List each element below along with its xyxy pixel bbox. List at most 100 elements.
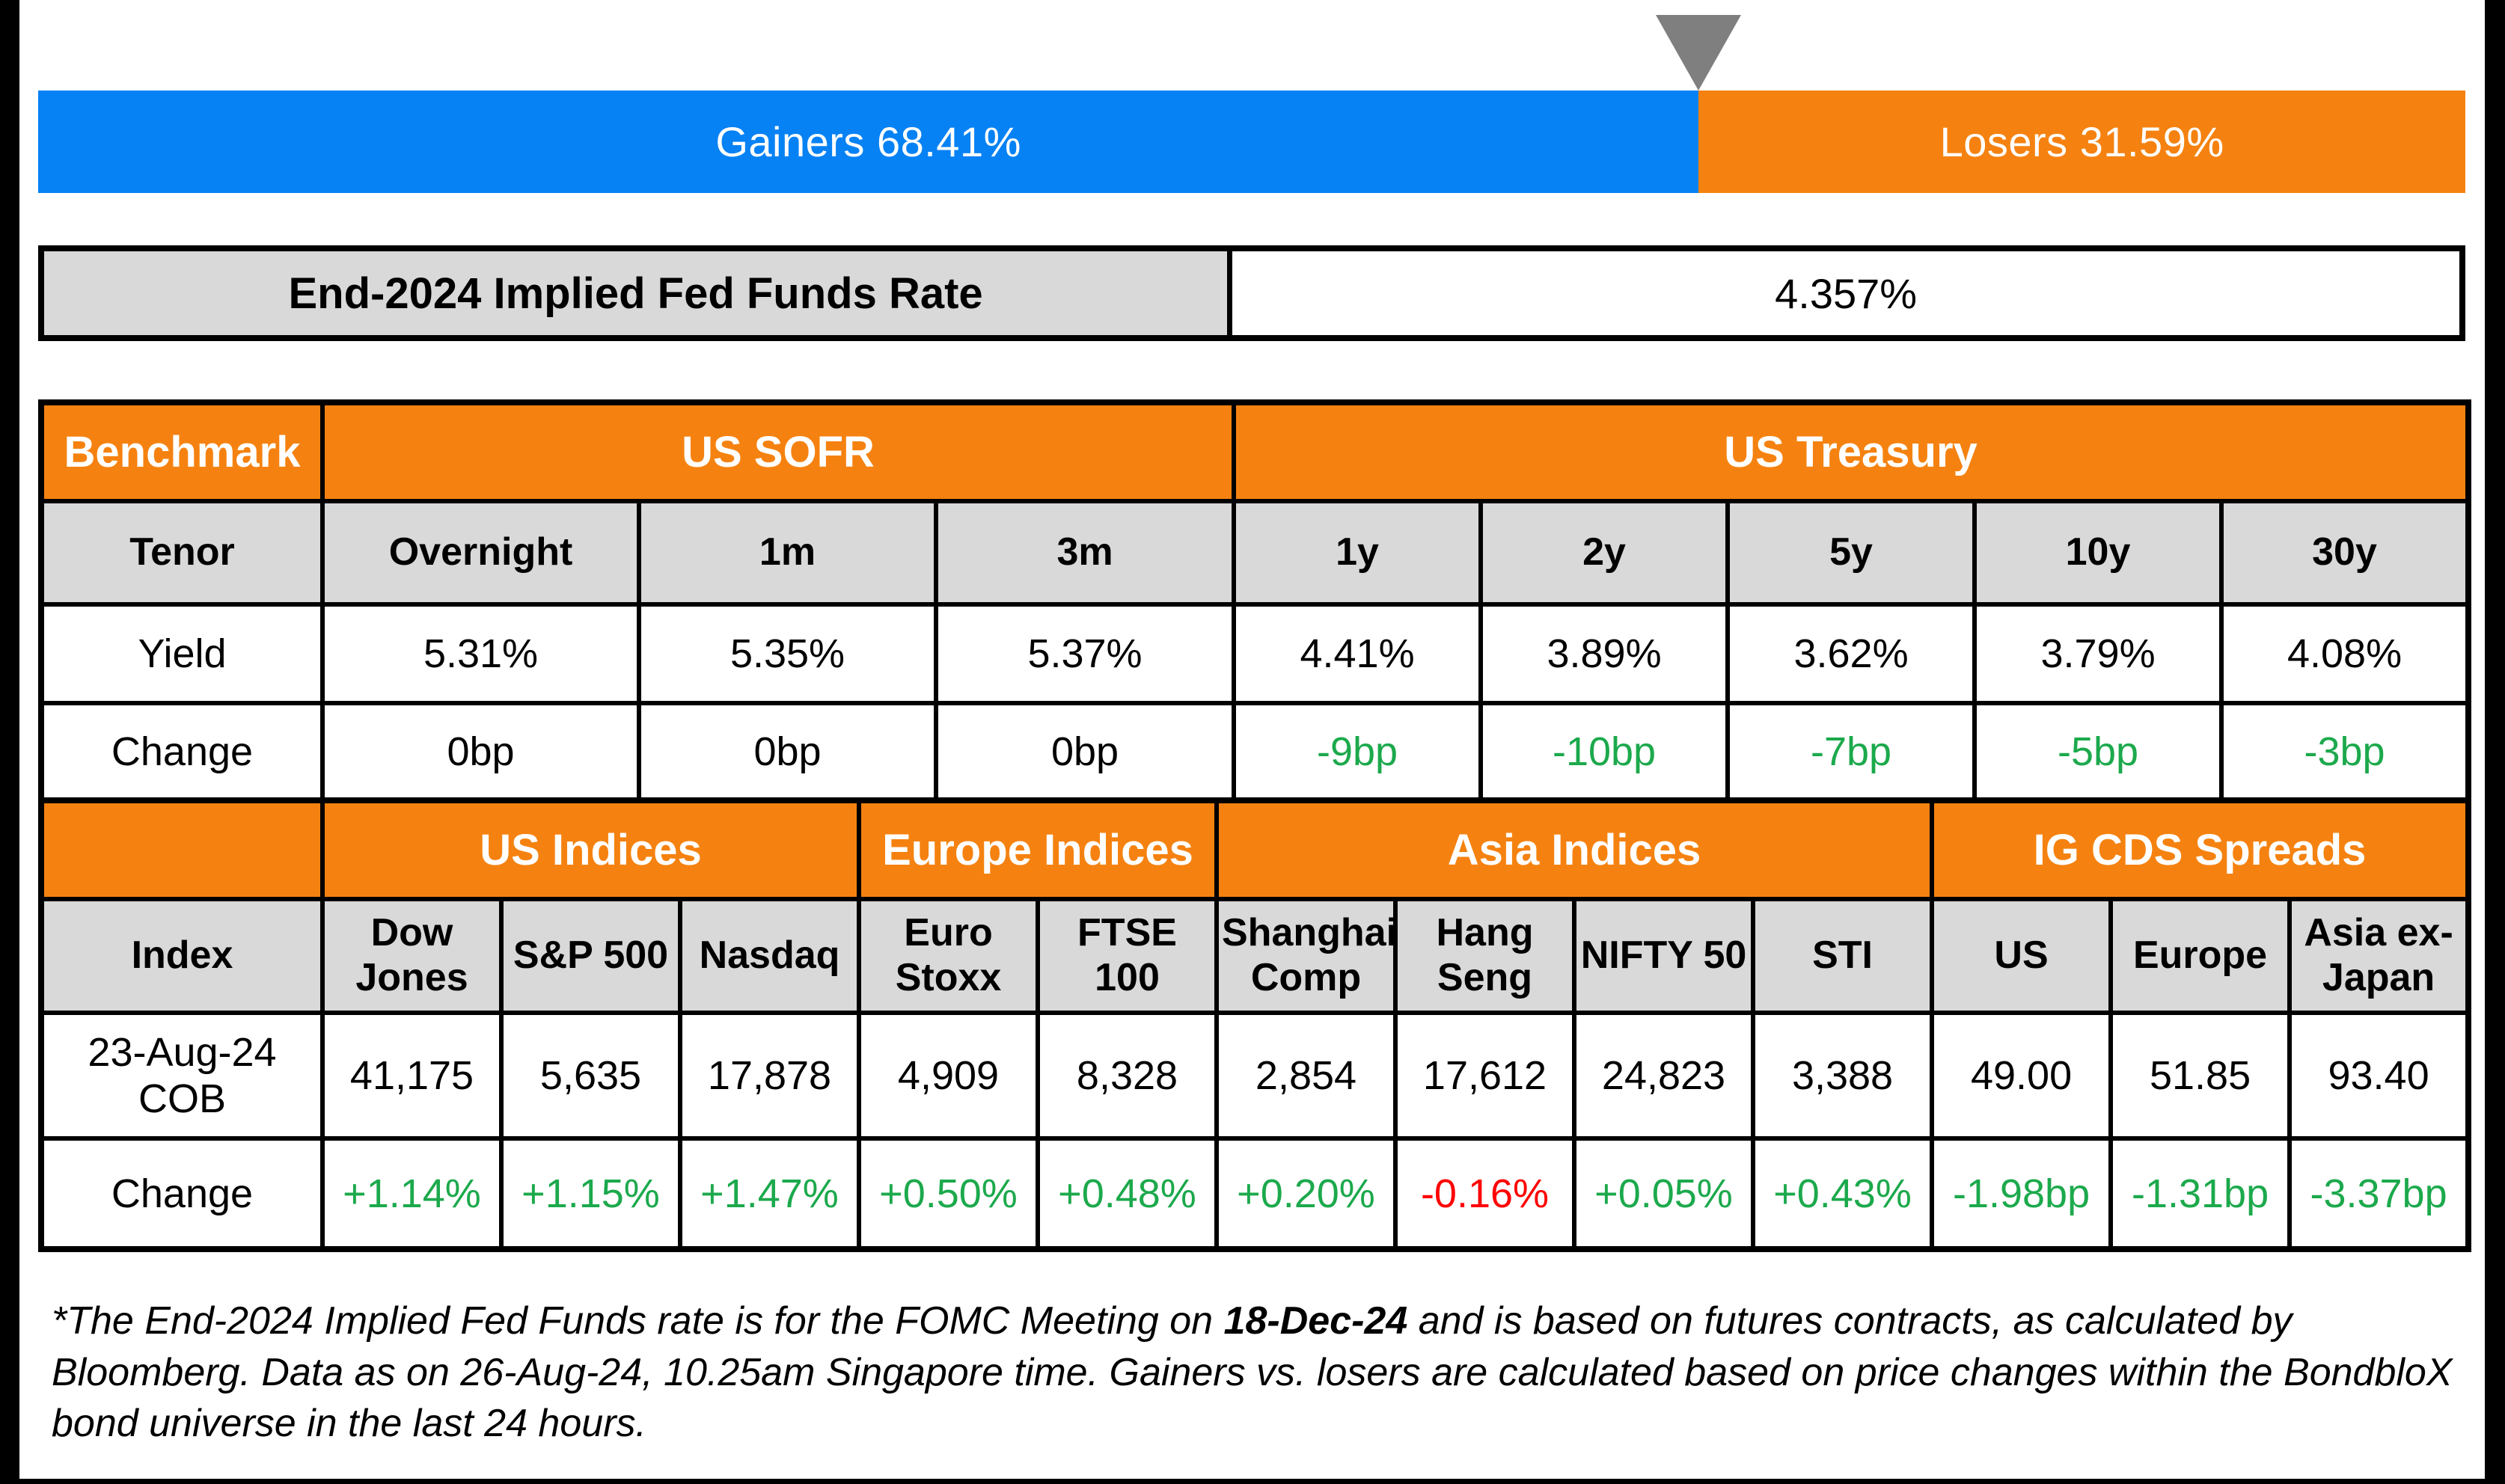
change-row-label: Change xyxy=(39,1136,325,1251)
content-area: Gainers 68.41% Losers 31.59% End-2024 Im… xyxy=(19,0,2485,1479)
benchmark-group-header-row: Benchmark US SOFR US Treasury xyxy=(39,400,2471,503)
value-cell: 5,635 xyxy=(499,1011,682,1141)
change-cell: 0bp xyxy=(933,701,1237,803)
tenor-cell: 2y xyxy=(1478,499,1731,607)
value-cell: 3,388 xyxy=(1750,1011,1935,1141)
tenor-header-row: Tenor Overnight 1m 3m 1y 2y 5y 10y 30y xyxy=(39,499,2471,607)
change-cell: -9bp xyxy=(1232,701,1484,803)
index-header-cell: Shanghai Comp xyxy=(1214,897,1398,1015)
change-row-label: Change xyxy=(39,701,325,803)
index-header-cell: STI xyxy=(1750,897,1935,1015)
index-header-cell: US xyxy=(1930,897,2114,1015)
index-header-cell: Euro Stoxx xyxy=(857,897,1040,1015)
gainers-segment: Gainers 68.41% xyxy=(38,91,1699,193)
change-cell: +1.47% xyxy=(678,1136,861,1251)
europe-indices-group-header: Europe Indices xyxy=(857,798,1219,901)
cob-values-row: 23-Aug-24 COB 41,175 5,635 17,878 4,909 … xyxy=(39,1011,2471,1141)
asia-indices-group-header: Asia Indices xyxy=(1214,798,1935,901)
yield-cell: 4.08% xyxy=(2219,602,2471,705)
value-cell: 8,328 xyxy=(1036,1011,1219,1141)
value-cell: 2,854 xyxy=(1214,1011,1398,1141)
benchmark-table: Benchmark US SOFR US Treasury Tenor Over… xyxy=(38,399,2472,803)
change-cell: +0.48% xyxy=(1036,1136,1219,1251)
change-cell: +0.43% xyxy=(1750,1136,1935,1251)
gainers-losers-bar: Gainers 68.41% Losers 31.59% xyxy=(38,91,2465,193)
value-cell: 24,823 xyxy=(1572,1011,1755,1141)
change-cell: +0.50% xyxy=(857,1136,1040,1251)
change-cell: -3.37bp xyxy=(2287,1136,2471,1251)
index-header-cell: Asia ex-Japan xyxy=(2287,897,2471,1015)
losers-label: Losers 31.59% xyxy=(1939,118,2224,165)
index-header-cell: Dow Jones xyxy=(320,897,504,1015)
index-header-cell: S&P 500 xyxy=(499,897,682,1015)
change-cell: 0bp xyxy=(320,701,641,803)
tenor-cell: Overnight xyxy=(320,499,641,607)
value-cell: 49.00 xyxy=(1930,1011,2114,1141)
yield-cell: 3.89% xyxy=(1478,602,1731,705)
tenor-row-label: Tenor xyxy=(39,499,325,607)
footnote-text-2: and is based on futures contracts, as ca… xyxy=(52,1299,2453,1446)
footnote-text-1: *The End-2024 Implied Fed Funds rate is … xyxy=(52,1299,1224,1343)
footnote-bold-date: 18-Dec-24 xyxy=(1223,1299,1408,1343)
index-header-cell: FTSE 100 xyxy=(1036,897,1219,1015)
cob-row-label: 23-Aug-24 COB xyxy=(39,1011,325,1141)
change-cell: +0.05% xyxy=(1572,1136,1755,1251)
gainers-label: Gainers 68.41% xyxy=(715,118,1021,165)
change-cell: -7bp xyxy=(1725,701,1978,803)
us-sofr-group-header: US SOFR xyxy=(319,400,1237,503)
change-cell: 0bp xyxy=(637,701,938,803)
us-indices-group-header: US Indices xyxy=(320,798,861,901)
yield-row: Yield 5.31% 5.35% 5.37% 4.41% 3.89% 3.62… xyxy=(39,602,2471,705)
change-cell: +0.20% xyxy=(1214,1136,1398,1251)
index-header-cell: Nasdaq xyxy=(678,897,861,1015)
footnote: *The End-2024 Implied Fed Funds rate is … xyxy=(52,1296,2458,1450)
fed-funds-label: End-2024 Implied Fed Funds Rate xyxy=(44,251,1233,335)
tenor-cell: 3m xyxy=(933,499,1237,607)
change-cell: -3bp xyxy=(2219,701,2471,803)
change-cell: +1.14% xyxy=(320,1136,504,1251)
value-cell: 93.40 xyxy=(2287,1011,2471,1141)
index-header-row: Index Dow Jones S&P 500 Nasdaq Euro Stox… xyxy=(39,897,2471,1015)
yield-cell: 3.79% xyxy=(1972,602,2224,705)
indices-table: US Indices Europe Indices Asia Indices I… xyxy=(38,797,2472,1252)
index-row-label: Index xyxy=(39,897,325,1015)
tenor-cell: 30y xyxy=(2219,499,2471,607)
value-cell: 4,909 xyxy=(857,1011,1040,1141)
down-triangle-icon xyxy=(1656,15,1742,91)
index-header-cell: Hang Seng xyxy=(1393,897,1576,1015)
tenor-cell: 1m xyxy=(637,499,938,607)
change-cell: -5bp xyxy=(1972,701,2224,803)
value-cell: 17,612 xyxy=(1393,1011,1576,1141)
gainers-losers-chart: Gainers 68.41% Losers 31.59% xyxy=(38,0,2465,193)
change-cell: -1.98bp xyxy=(1930,1136,2114,1251)
yield-row-label: Yield xyxy=(39,602,325,705)
benchmark-change-row: Change 0bp 0bp 0bp -9bp -10bp -7bp -5bp … xyxy=(39,701,2471,803)
change-cell: -10bp xyxy=(1478,701,1731,803)
value-cell: 41,175 xyxy=(320,1011,504,1141)
change-cell: -0.16% xyxy=(1393,1136,1576,1251)
indices-change-row: Change +1.14% +1.15% +1.47% +0.50% +0.48… xyxy=(39,1136,2471,1251)
value-cell: 17,878 xyxy=(678,1011,861,1141)
us-treasury-group-header: US Treasury xyxy=(1232,400,2471,503)
value-cell: 51.85 xyxy=(2108,1011,2293,1141)
yield-cell: 5.37% xyxy=(933,602,1237,705)
yield-cell: 5.31% xyxy=(320,602,641,705)
tenor-cell: 5y xyxy=(1725,499,1978,607)
losers-segment: Losers 31.59% xyxy=(1698,91,2465,193)
yield-cell: 5.35% xyxy=(637,602,938,705)
fed-funds-strip: End-2024 Implied Fed Funds Rate 4.357% xyxy=(38,245,2465,341)
benchmark-corner-header: Benchmark xyxy=(39,400,325,503)
tenor-cell: 1y xyxy=(1232,499,1484,607)
indices-group-header-row: US Indices Europe Indices Asia Indices I… xyxy=(39,798,2471,901)
change-cell: -1.31bp xyxy=(2108,1136,2293,1251)
change-cell: +1.15% xyxy=(499,1136,682,1251)
yield-cell: 3.62% xyxy=(1725,602,1978,705)
indices-corner-header xyxy=(39,798,325,901)
fed-funds-value: 4.357% xyxy=(1232,251,2459,335)
index-header-cell: NIFTY 50 xyxy=(1572,897,1755,1015)
ig-cds-group-header: IG CDS Spreads xyxy=(1930,798,2471,901)
yield-cell: 4.41% xyxy=(1232,602,1484,705)
tenor-cell: 10y xyxy=(1972,499,2224,607)
index-header-cell: Europe xyxy=(2108,897,2293,1015)
